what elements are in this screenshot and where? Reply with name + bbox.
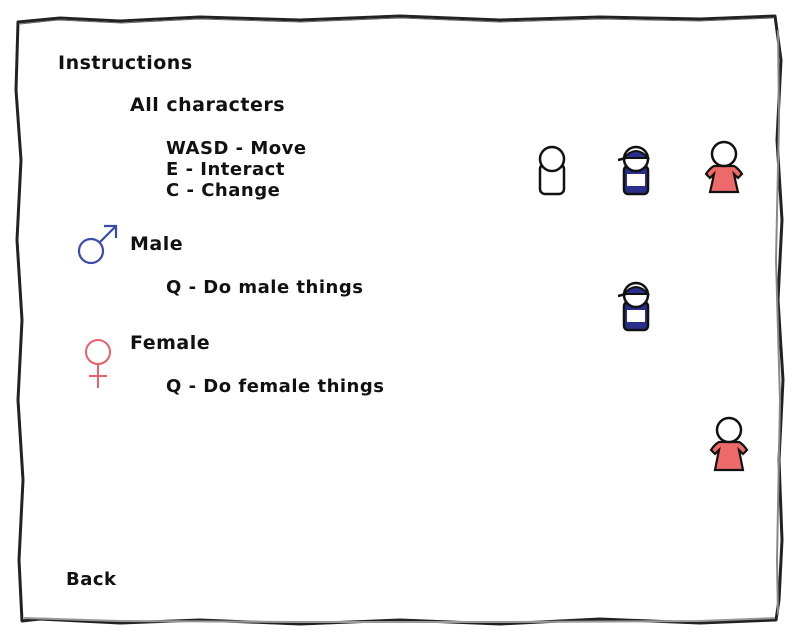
male-character-sprite-example bbox=[617, 281, 651, 332]
section-heading-female: Female bbox=[130, 332, 211, 354]
female-character-sprite bbox=[704, 140, 744, 194]
control-interact: E - Interact bbox=[166, 159, 285, 180]
control-move: WASD - Move bbox=[166, 138, 307, 159]
control-change: C - Change bbox=[166, 180, 281, 201]
female-character-sprite-example bbox=[709, 416, 749, 472]
section-heading-all-characters: All characters bbox=[130, 94, 286, 116]
neutral-character-sprite bbox=[538, 145, 566, 196]
female-symbol-icon bbox=[85, 339, 111, 388]
control-male-action: Q - Do male things bbox=[166, 277, 364, 298]
male-character-sprite bbox=[617, 145, 651, 196]
control-female-action: Q - Do female things bbox=[166, 376, 385, 397]
page-title: Instructions bbox=[58, 52, 193, 74]
male-symbol-icon bbox=[77, 224, 118, 265]
back-button[interactable]: Back bbox=[66, 569, 117, 590]
section-heading-male: Male bbox=[130, 233, 184, 255]
